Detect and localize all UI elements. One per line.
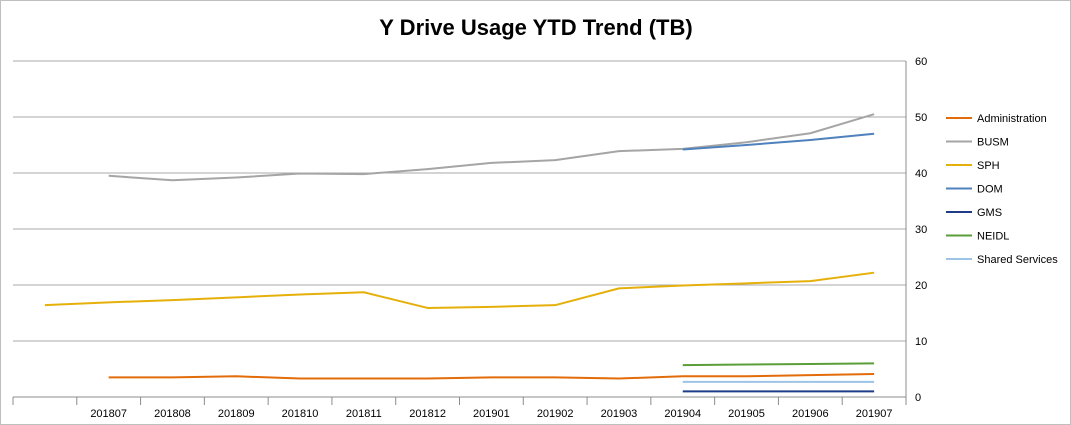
legend-label-dom: DOM (977, 184, 1003, 196)
y-tick-label: 60 (915, 56, 927, 68)
y-tick-label: 10 (915, 336, 927, 348)
y-tick-label: 0 (915, 392, 921, 404)
series-line-busm (108, 113, 875, 182)
x-tick-label: 201905 (728, 408, 765, 420)
x-tick-label: 201902 (537, 408, 574, 420)
chart-title: Y Drive Usage YTD Trend (TB) (379, 15, 692, 40)
x-tick-label: 201810 (282, 408, 319, 420)
x-tick-label: 201907 (856, 408, 893, 420)
series-line-dom (682, 132, 875, 151)
x-tick-label: 201906 (792, 408, 829, 420)
series-line-sph (44, 271, 875, 309)
axes: 0 10 20 30 40 50 60 201807 201808 201809 201810 201… (12, 56, 927, 420)
legend-label-administration: Administration (977, 113, 1047, 125)
y-tick-label: 20 (915, 280, 927, 292)
x-tick-label: 201903 (601, 408, 638, 420)
x-tick-label: 201904 (664, 408, 701, 420)
x-tick-label: 201808 (154, 408, 191, 420)
y-tick-label: 30 (915, 224, 927, 236)
x-tick-label: 201807 (90, 408, 127, 420)
series-lines (44, 113, 875, 393)
y-tick-label: 40 (915, 168, 927, 180)
y-tick-label: 50 (915, 112, 927, 124)
legend-label-sph: SPH (977, 160, 1000, 172)
legend-label-shared-services: Shared Services (977, 254, 1058, 266)
legend-label-neidl: NEIDL (977, 231, 1009, 243)
gridlines (13, 60, 906, 342)
x-tick-label: 201901 (473, 408, 510, 420)
legend: Administration BUSM SPH DOM GMS NEIDL Shared S… (946, 113, 1058, 266)
series-line-administration (108, 373, 875, 380)
x-tick-label: 201811 (346, 408, 382, 420)
series-line-neidl (682, 362, 875, 367)
x-tick-label: 201812 (409, 408, 446, 420)
legend-label-busm: BUSM (977, 137, 1009, 149)
legend-label-gms: GMS (977, 207, 1002, 219)
x-tick-label: 201809 (218, 408, 255, 420)
